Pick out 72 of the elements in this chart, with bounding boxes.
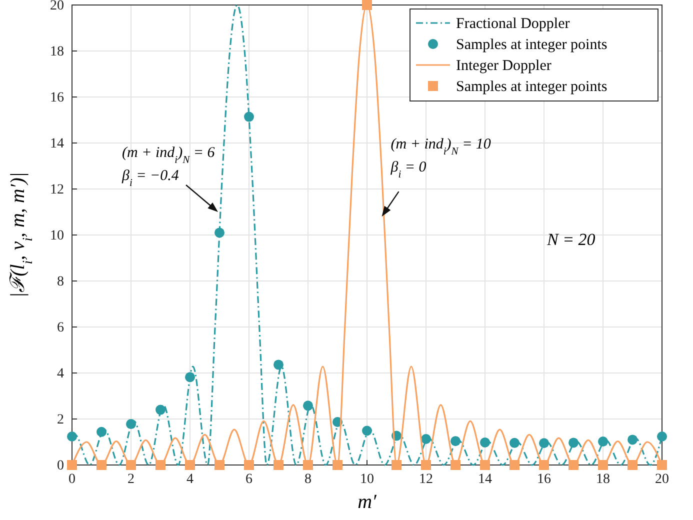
point [450,460,460,470]
point [392,460,402,470]
y-tick-label: 12 [50,182,64,198]
point [362,0,372,10]
point [156,460,166,470]
annotation: N = 20 [546,230,596,249]
legend-label: Integer Doppler [456,58,552,74]
point [156,404,166,415]
point [67,460,77,470]
point [214,460,224,470]
annotation: β$_{i}$ = −0.4 [121,168,180,188]
y-tick-label: 16 [50,90,64,106]
point [303,460,313,470]
legend-label: Samples at integer points [456,79,608,95]
point [303,400,313,411]
point [539,460,549,470]
x-tick-label: 14 [478,472,492,487]
x-tick-label: 4 [186,472,194,487]
point [480,460,490,470]
y-tick-label: 6 [57,320,64,336]
point [244,460,254,470]
point [568,438,578,448]
point [96,426,106,437]
y-tick-label: 18 [50,44,64,60]
point [480,437,490,448]
point [510,438,520,448]
point [126,419,136,430]
x-tick-label: 6 [246,472,252,487]
x-tick-label: 2 [128,472,134,487]
point [539,438,549,448]
point [67,431,77,442]
x-tick-label: 8 [304,472,312,487]
x-tick-label: 16 [537,472,551,487]
y-tick-label: 20 [50,0,64,14]
point [510,460,520,470]
y-tick-label: 0 [57,458,64,474]
point [628,434,638,445]
legend-label: Samples at integer points [456,37,608,53]
y-tick-label: 10 [50,228,64,244]
point [421,434,431,444]
point [598,436,608,447]
point [126,460,136,470]
legend-label: Fractional Doppler [456,16,570,32]
point [657,460,667,470]
point [450,436,460,446]
point [332,460,342,470]
x-tick-label: 18 [596,472,610,487]
x-tick-label: 0 [68,472,76,487]
point [362,426,372,436]
point [185,372,195,382]
point [598,460,608,470]
annotation: β$_{i}$ = 0 [390,160,427,180]
y-tick-label: 2 [57,412,64,428]
point [244,112,254,122]
point [568,460,578,470]
point [657,431,667,442]
y-tick-label: 14 [50,136,64,152]
x-axis-title: m′ [358,491,378,513]
x-tick-label: 10 [360,472,374,487]
x-tick-label: 12 [419,472,433,487]
annotation: (m + ind$_{i}$)$_{N}$ = 6 [122,145,216,166]
y-tick-label: 8 [57,274,64,290]
point [274,360,284,370]
point [628,460,638,470]
x-tick-label: 20 [655,472,669,487]
annotation: (m + ind$_{i}$)$_{N}$ = 10 [390,136,492,158]
point [96,460,106,470]
point [421,460,431,470]
y-tick-label: 4 [57,366,64,382]
point [214,228,224,238]
point [274,460,284,470]
point [185,460,195,470]
